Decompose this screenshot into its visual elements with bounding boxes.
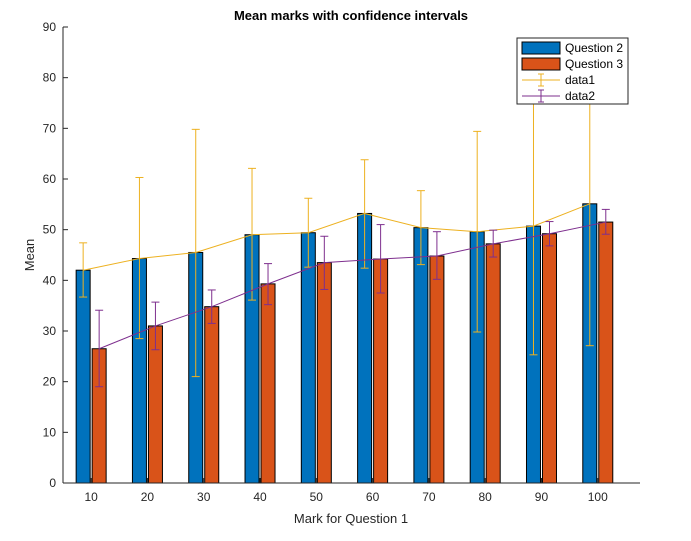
bar-question3-70 — [429, 255, 445, 484]
errorbar-data1-20 — [135, 176, 144, 340]
errorbar-layer — [79, 61, 610, 388]
x-tick-label: 30 — [197, 490, 211, 504]
x-tick-label: 60 — [366, 490, 380, 504]
errorbar-data1-30 — [191, 128, 200, 378]
y-tick-label: 30 — [43, 324, 57, 338]
bar-question2-10 — [75, 269, 91, 484]
errorbar-data2-80 — [489, 229, 498, 258]
errorbar-data1-80 — [473, 130, 482, 333]
line-data2 — [98, 221, 606, 350]
x-axis-label: Mark for Question 1 — [294, 511, 408, 526]
legend-label: Question 2 — [565, 41, 623, 55]
bar-question3-100 — [598, 221, 614, 484]
chart-title: Mean marks with confidence intervals — [234, 8, 468, 23]
x-tick-label: 90 — [535, 490, 549, 504]
legend-item-data2: data2 — [522, 89, 595, 103]
y-tick-label: 20 — [43, 375, 57, 389]
x-tick-label: 100 — [588, 490, 608, 504]
errorbar-data2-70 — [432, 231, 441, 280]
legend-label: data2 — [565, 89, 595, 103]
y-tick-label: 50 — [43, 223, 57, 237]
y-tick-label: 60 — [43, 172, 57, 186]
line-data1 — [83, 203, 590, 271]
errorbar-data2-20 — [151, 301, 160, 351]
x-tick-label: 50 — [310, 490, 324, 504]
y-tick-label: 0 — [49, 476, 56, 490]
bar-question3-50 — [316, 262, 332, 484]
legend-label: data1 — [565, 73, 595, 87]
bar-question3-90 — [541, 233, 557, 484]
errorbar-data2-100 — [601, 208, 610, 235]
x-tick-label: 20 — [141, 490, 155, 504]
axes-layer: 0 10 20 30 40 50 60 70 80 90 10 20 30 40 50 60 70 80 90 100 — [43, 20, 640, 504]
x-tick-label: 70 — [422, 490, 436, 504]
x-tick-label: 80 — [479, 490, 493, 504]
legend[interactable]: Question 2 Question 3 data1 data2 — [516, 37, 629, 105]
legend-swatch — [521, 57, 561, 71]
errorbar-data2-60 — [376, 224, 385, 294]
y-tick-label: 80 — [43, 71, 57, 85]
legend-item-question-2: Question 2 — [521, 41, 623, 55]
errorbar-data1-40 — [248, 167, 257, 301]
legend-item-question-3: Question 3 — [521, 57, 623, 71]
errorbar-data1-70 — [416, 190, 425, 266]
errorbar-data2-90 — [545, 221, 554, 247]
bar-question2-70 — [413, 227, 429, 484]
y-axis-label: Mean — [22, 239, 37, 272]
x-tick-label: 10 — [84, 490, 98, 504]
bar-question3-80 — [485, 243, 501, 484]
y-tick-label: 70 — [43, 121, 57, 135]
y-tick-label: 40 — [43, 273, 57, 287]
bar-question3-30 — [204, 306, 220, 484]
errorbar-data1-10 — [79, 242, 88, 298]
legend-swatch — [521, 41, 561, 55]
errorbar-data2-40 — [264, 263, 273, 306]
errorbar-data2-50 — [320, 235, 329, 290]
legend-item-data1: data1 — [522, 73, 595, 87]
bar-question3-40 — [260, 283, 276, 484]
errorbar-data2-30 — [207, 289, 216, 324]
x-tick-label: 40 — [253, 490, 267, 504]
errorbar-data1-60 — [360, 159, 369, 269]
y-tick-label: 90 — [43, 20, 57, 34]
y-tick-label: 10 — [43, 425, 57, 439]
legend-label: Question 3 — [565, 57, 623, 71]
errorbar-data2-10 — [95, 309, 104, 388]
